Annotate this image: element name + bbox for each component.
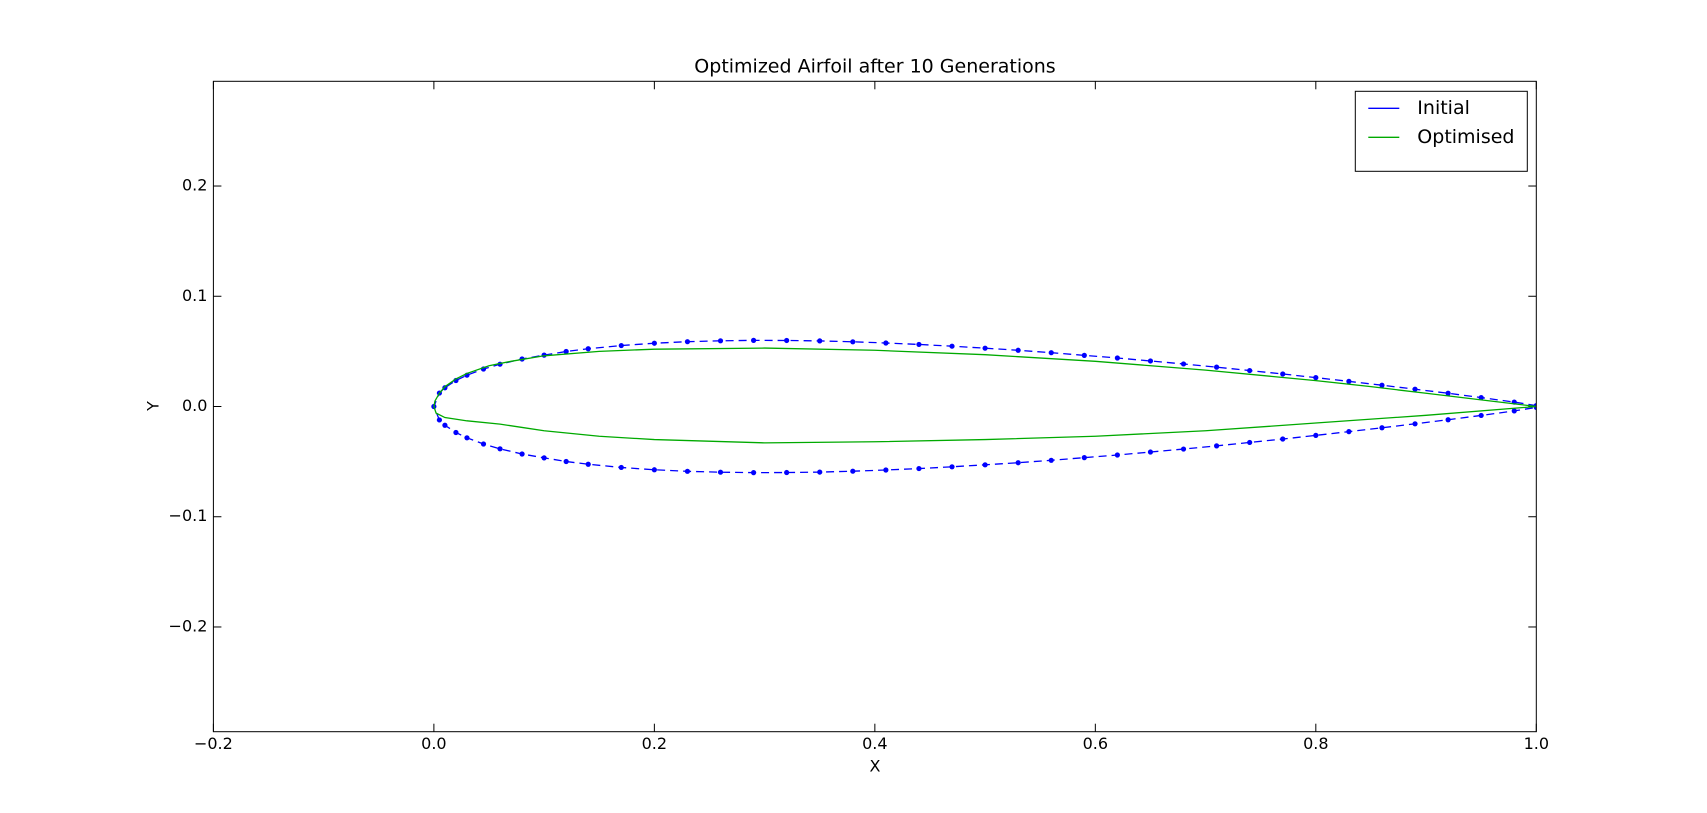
data-point — [949, 343, 955, 349]
data-point — [480, 441, 487, 447]
data-point — [1379, 382, 1385, 388]
data-point — [1180, 446, 1187, 452]
data-point — [1147, 449, 1154, 455]
data-point — [464, 435, 470, 441]
data-point — [1445, 390, 1451, 396]
data-point — [750, 337, 757, 343]
data-point — [1213, 364, 1220, 370]
y-axis-label: Y — [144, 401, 163, 412]
x-tick-label: 1.0 — [1524, 734, 1549, 753]
legend-label: Optimised — [1417, 126, 1514, 148]
data-point — [1346, 378, 1352, 384]
legend-label: Initial — [1417, 97, 1470, 119]
data-point — [1313, 432, 1319, 438]
data-point — [1478, 394, 1484, 401]
data-point — [883, 340, 889, 346]
x-tick-label: −0.2 — [194, 734, 233, 753]
data-point — [916, 465, 922, 472]
data-point — [1015, 460, 1021, 466]
data-point — [1081, 352, 1087, 358]
data-point — [1147, 358, 1154, 364]
data-point — [784, 337, 790, 344]
data-point — [684, 339, 691, 345]
y-tick-label: −0.1 — [169, 506, 208, 525]
data-point — [1280, 436, 1286, 442]
data-point — [850, 339, 856, 345]
data-point — [563, 348, 569, 355]
data-point — [442, 422, 448, 428]
data-point — [1511, 408, 1517, 414]
data-point — [1313, 375, 1319, 381]
data-point — [817, 338, 823, 344]
data-point — [1114, 355, 1120, 361]
data-point — [1346, 429, 1352, 435]
data-point — [585, 461, 591, 467]
data-point — [436, 417, 442, 423]
data-point — [618, 464, 624, 471]
data-point — [1114, 452, 1120, 458]
data-point — [1081, 455, 1087, 461]
data-point — [1280, 371, 1286, 377]
data-point — [1247, 367, 1253, 374]
x-tick-label: 0.2 — [642, 734, 667, 753]
x-axis-label: X — [870, 757, 881, 776]
data-point — [541, 455, 547, 461]
data-point — [1048, 350, 1054, 356]
data-point — [497, 446, 503, 452]
data-point — [1379, 425, 1385, 431]
data-point — [750, 470, 757, 476]
data-point — [618, 342, 624, 349]
x-tick-label: 0.0 — [421, 734, 446, 753]
data-point — [949, 464, 955, 470]
data-point — [982, 345, 988, 351]
data-point — [1015, 347, 1021, 353]
data-point — [883, 467, 889, 473]
data-point — [1412, 421, 1418, 427]
data-point — [982, 462, 988, 468]
y-tick-label: 0.2 — [182, 176, 207, 195]
data-point — [817, 469, 823, 475]
x-tick-label: 0.8 — [1303, 734, 1328, 753]
data-point — [1048, 457, 1054, 463]
data-point — [585, 346, 591, 352]
data-point — [850, 468, 856, 474]
data-point — [453, 429, 459, 436]
data-point — [1180, 361, 1187, 367]
data-point — [1478, 412, 1484, 419]
data-point — [1247, 439, 1253, 446]
data-point — [717, 469, 724, 475]
data-point — [519, 451, 525, 457]
x-tick-label: 0.4 — [862, 734, 887, 753]
data-point — [651, 340, 657, 346]
data-point — [916, 341, 922, 348]
x-tick-label: 0.6 — [1083, 734, 1108, 753]
y-tick-label: 0.0 — [182, 396, 207, 415]
data-point — [563, 458, 569, 465]
y-tick-label: −0.2 — [169, 616, 208, 635]
legend-box — [1354, 90, 1528, 172]
plot-frame — [212, 80, 1537, 733]
data-point — [784, 469, 790, 476]
data-point — [717, 338, 724, 344]
data-point — [684, 468, 691, 474]
series-line — [433, 347, 1537, 444]
chart-title: Optimized Airfoil after 10 Generations — [694, 56, 1055, 78]
data-point — [651, 467, 657, 473]
data-point — [1445, 417, 1451, 423]
y-tick-label: 0.1 — [182, 286, 207, 305]
data-point — [1412, 386, 1418, 392]
data-point — [1213, 443, 1220, 449]
